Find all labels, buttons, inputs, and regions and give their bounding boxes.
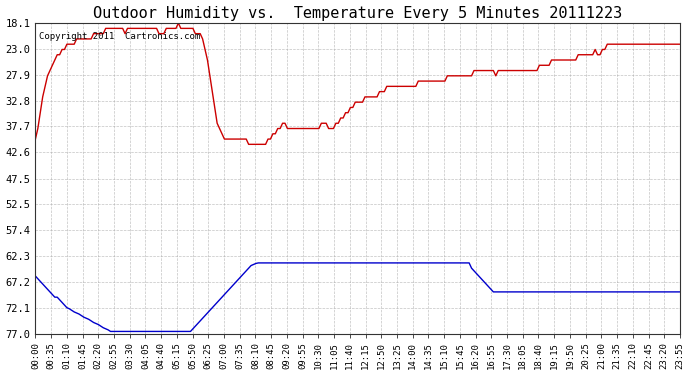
- Text: Copyright 2011  Cartronics.com: Copyright 2011 Cartronics.com: [39, 32, 200, 41]
- Title: Outdoor Humidity vs.  Temperature Every 5 Minutes 20111223: Outdoor Humidity vs. Temperature Every 5…: [93, 6, 622, 21]
